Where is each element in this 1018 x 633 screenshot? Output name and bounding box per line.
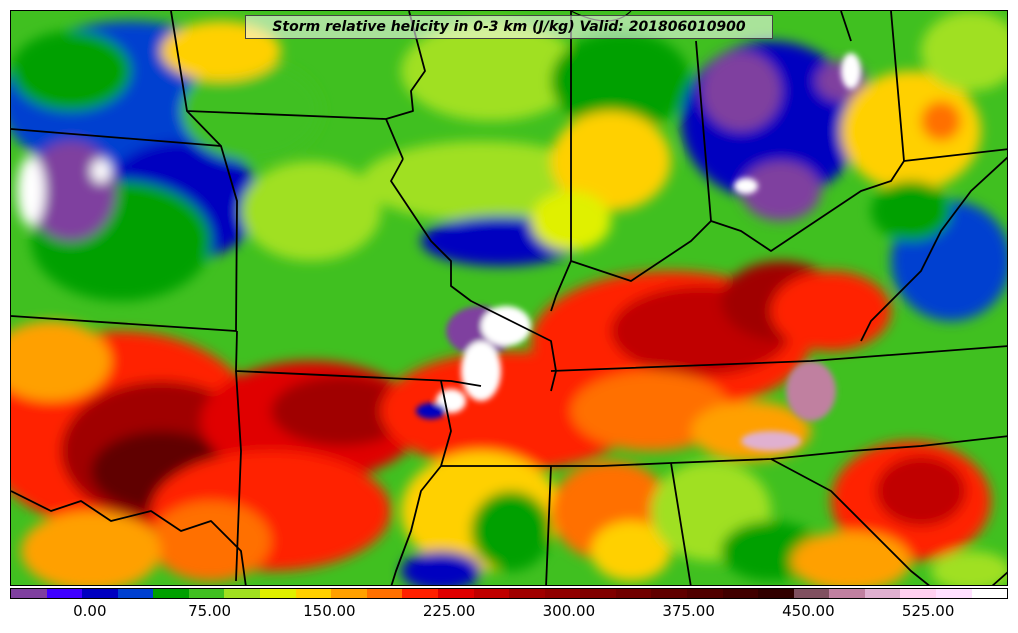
colorbar-segment (331, 589, 367, 598)
colorbar-tick-label: 225.00 (422, 602, 476, 620)
colorbar-segment (46, 589, 83, 598)
colorbar-segment (829, 589, 865, 598)
colorbar-segment (82, 589, 118, 598)
colorbar-segment (509, 589, 545, 598)
colorbar-segment (224, 589, 261, 598)
colorbar-segment (722, 589, 759, 598)
colorbar-ticks: 0.00 75.00 150.00 225.00 300.00 375.00 450.00 5… (10, 599, 1008, 629)
state-borders (11, 11, 1007, 585)
colorbar-segment (936, 589, 972, 598)
colorbar-tick-label: 300.00 (542, 602, 596, 620)
colorbar (10, 588, 1008, 599)
helicity-extremes (416, 53, 861, 451)
colorbar-tick-label: 150.00 (303, 602, 356, 620)
colorbar-segment (580, 589, 616, 598)
helicity-map (10, 10, 1008, 586)
colorbar-segment (971, 589, 1008, 598)
colorbar-tick-label: 525.00 (901, 602, 955, 620)
colorbar-segment (366, 589, 403, 598)
colorbar-segment (117, 589, 154, 598)
colorbar-segment (651, 589, 687, 598)
colorbar-segment (437, 589, 474, 598)
map-canvas (11, 11, 1007, 585)
colorbar-segment (900, 589, 937, 598)
colorbar-segment (758, 589, 794, 598)
colorbar-segment (295, 589, 332, 598)
colorbar-tick-label: 75.00 (188, 602, 232, 620)
colorbar-segment (473, 589, 510, 598)
colorbar-segment (864, 589, 901, 598)
colorbar-tick-label: 375.00 (662, 602, 715, 620)
colorbar-segment (11, 589, 47, 598)
colorbar-segment (615, 589, 652, 598)
colorbar-tick-label: 450.00 (782, 602, 835, 620)
helicity-field (11, 11, 1007, 585)
colorbar-segment (188, 589, 225, 598)
colorbar-segment (402, 589, 438, 598)
colorbar-segment (153, 589, 189, 598)
map-title: Storm relative helicity in 0-3 km (J/kg)… (245, 15, 773, 39)
colorbar-segment (260, 589, 296, 598)
colorbar-segment (544, 589, 581, 598)
colorbar-segment (686, 589, 723, 598)
colorbar-tick-label: 0.00 (73, 602, 107, 620)
colorbar-segment (793, 589, 830, 598)
